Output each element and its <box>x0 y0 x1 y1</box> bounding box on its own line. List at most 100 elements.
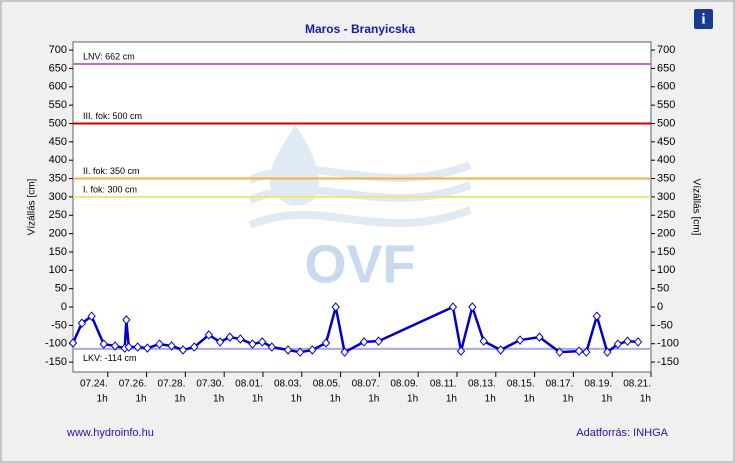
data-point <box>295 347 305 357</box>
x-tick-label: 07.28. <box>158 379 186 390</box>
data-point <box>468 302 477 312</box>
data-point <box>340 347 349 357</box>
y2-tick-label: 400 <box>657 154 675 166</box>
data-point <box>448 302 458 312</box>
x-tick-label: 07.24. <box>80 379 108 390</box>
x-tick-hour: 1h <box>407 394 418 405</box>
y-tick-label: 100 <box>49 264 67 276</box>
y2-tick-label: 700 <box>657 44 675 56</box>
y2-tick-label: 650 <box>657 62 675 74</box>
threshold-label: III. fok: 500 cm <box>83 111 142 121</box>
x-tick-label: 08.07. <box>352 379 380 390</box>
data-point <box>110 341 120 351</box>
data-point <box>515 335 525 345</box>
y2-tick-label: 550 <box>657 99 675 111</box>
x-tick-label: 08.19. <box>584 379 612 390</box>
y-tick-label: 450 <box>49 136 67 148</box>
y-tick-label: 150 <box>49 246 67 258</box>
x-tick-hour: 1h <box>329 394 340 405</box>
y2-tick-label: 100 <box>657 264 675 276</box>
y2-tick-label: 50 <box>657 283 669 295</box>
data-point <box>68 338 78 348</box>
threshold-label: LKV: -114 cm <box>83 353 137 363</box>
data-point <box>582 347 591 357</box>
footer-left[interactable]: www.hydroinfo.hu <box>66 427 154 439</box>
threshold-label: I. fok: 300 cm <box>83 184 137 194</box>
y-tick-label: 350 <box>49 172 67 184</box>
x-tick-hour: 1h <box>213 394 224 405</box>
data-point <box>225 332 234 342</box>
data-point <box>574 346 584 356</box>
y-tick-label: 0 <box>61 301 67 313</box>
data-point <box>204 330 213 340</box>
y-tick-label: -50 <box>51 319 67 331</box>
x-tick-hour: 1h <box>446 394 457 405</box>
data-point <box>133 342 142 352</box>
data-point <box>308 345 317 355</box>
x-tick-label: 08.15. <box>507 379 535 390</box>
footer-right: Adatforrás: INHGA <box>576 427 668 439</box>
y-tick-label: 400 <box>49 154 67 166</box>
data-point <box>613 339 623 349</box>
y2-tick-label: -150 <box>657 356 679 368</box>
x-tick-hour: 1h <box>523 394 534 405</box>
info-button[interactable]: i <box>694 9 713 29</box>
x-tick-hour: 1h <box>601 394 612 405</box>
data-point <box>623 336 632 346</box>
data-point <box>215 337 225 347</box>
data-point <box>479 336 488 346</box>
y-tick-label: 600 <box>49 81 67 93</box>
x-tick-hour: 1h <box>252 394 263 405</box>
svg-text:i: i <box>701 11 705 27</box>
y2-tick-label: 600 <box>657 81 675 93</box>
x-tick-hour: 1h <box>368 394 379 405</box>
x-tick-label: 08.13. <box>468 379 496 390</box>
y2-tick-label: 450 <box>657 136 675 148</box>
y-tick-label: 700 <box>49 44 67 56</box>
x-tick-label: 07.26. <box>119 379 147 390</box>
data-point <box>456 346 466 356</box>
data-point <box>143 343 152 353</box>
x-tick-hour: 1h <box>562 394 573 405</box>
x-tick-label: 08.03. <box>274 379 302 390</box>
y2-tick-label: -50 <box>657 319 673 331</box>
y-tick-label: 300 <box>49 191 67 203</box>
x-tick-label: 08.17. <box>546 379 574 390</box>
data-point <box>374 336 383 346</box>
data-point <box>633 337 643 347</box>
data-point <box>283 345 293 355</box>
y2-tick-label: 150 <box>657 246 675 258</box>
data-point <box>592 311 602 321</box>
data-point <box>248 339 257 349</box>
y2-axis-label: Vízállás [cm] <box>690 179 701 236</box>
x-tick-label: 08.21. <box>623 379 651 390</box>
data-point <box>87 311 96 321</box>
y2-tick-label: 300 <box>657 191 675 203</box>
x-tick-hour: 1h <box>97 394 108 405</box>
y-tick-label: -150 <box>45 356 67 368</box>
y2-tick-label: 350 <box>657 172 675 184</box>
data-point <box>99 339 108 349</box>
data-point <box>257 337 267 347</box>
x-tick-hour: 1h <box>174 394 185 405</box>
data-point <box>267 342 277 352</box>
x-tick-hour: 1h <box>291 394 302 405</box>
y-tick-label: 250 <box>49 209 67 221</box>
y-tick-label: 200 <box>49 228 67 240</box>
chart-title: Maros - Branyicska <box>305 22 415 36</box>
x-tick-label: 07.30. <box>196 379 224 390</box>
data-point <box>77 318 87 328</box>
x-tick-label: 08.05. <box>313 379 341 390</box>
y-tick-label: 500 <box>49 117 67 129</box>
data-point <box>124 342 133 352</box>
x-tick-hour: 1h <box>485 394 496 405</box>
plot-area <box>72 41 652 373</box>
x-tick-hour: 1h <box>135 394 146 405</box>
y-axis-label: Vízállás [cm] <box>27 178 38 235</box>
x-tick-label: 08.01. <box>235 379 263 390</box>
data-point <box>190 342 199 352</box>
threshold-label: II. fok: 350 cm <box>83 166 140 176</box>
data-point <box>359 337 369 347</box>
